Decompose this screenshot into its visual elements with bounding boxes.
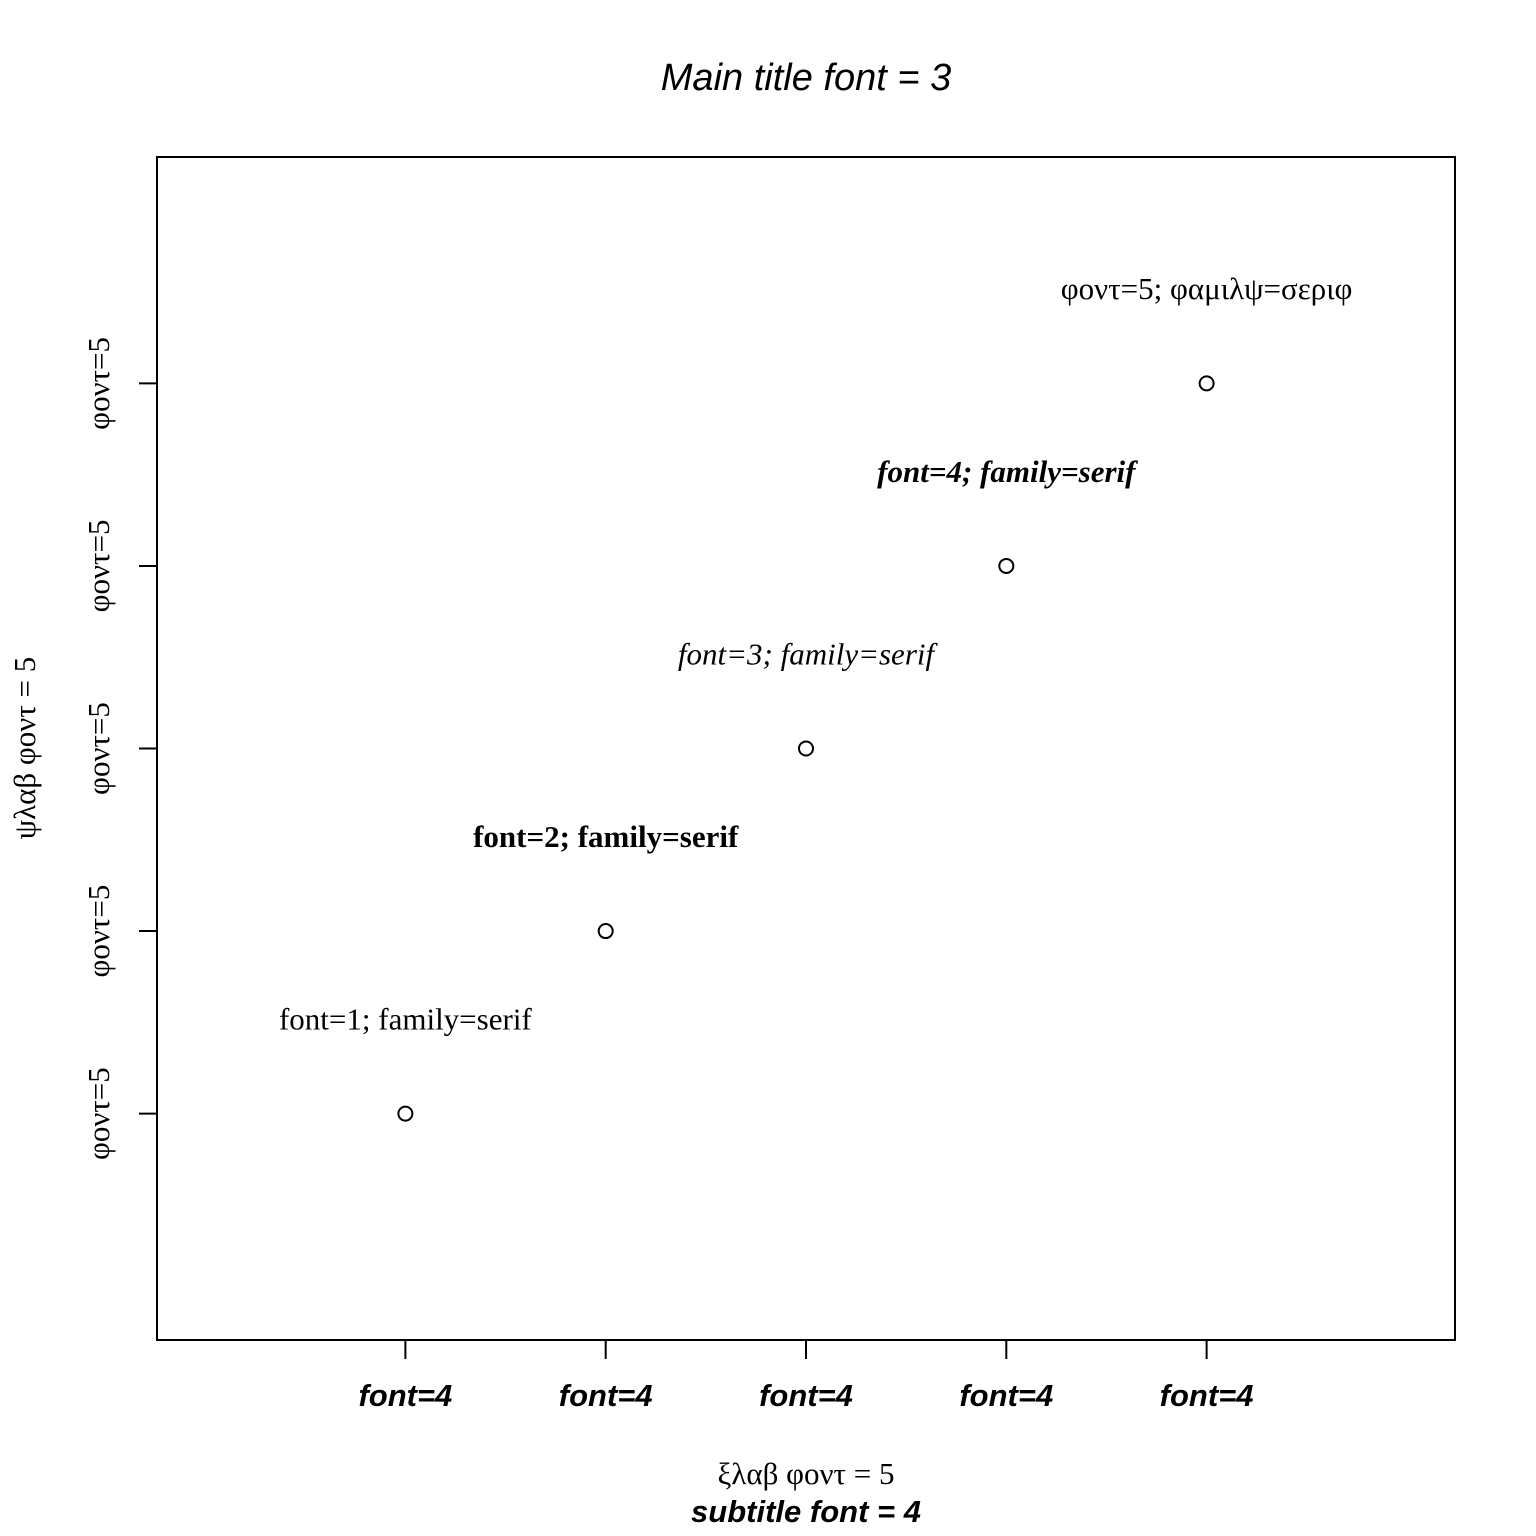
x-tick-label: font=4 — [759, 1378, 853, 1413]
chart-title: Main title font = 3 — [661, 57, 951, 99]
y-axis-label: ψλαβ φοντ = 5 — [7, 657, 42, 840]
y-axis: φοντ=5 φοντ=5 φοντ=5 φοντ=5 φοντ=5 — [81, 337, 157, 1160]
data-points — [397, 375, 1215, 1122]
point-annotation: φοντ=5; φαμιλψ=σεριφ — [1061, 271, 1353, 306]
x-tick-label: font=4 — [358, 1378, 452, 1413]
x-axis-label: ξλαβ φοντ = 5 — [718, 1456, 895, 1491]
point-annotation: font=3; family=serif — [678, 636, 939, 671]
data-point — [1198, 375, 1215, 392]
y-tick-label: φοντ=5 — [81, 1067, 116, 1160]
y-tick-label: φοντ=5 — [81, 337, 116, 430]
x-tick-label: font=4 — [959, 1378, 1053, 1413]
x-tick-label: font=4 — [559, 1378, 653, 1413]
data-point — [397, 1105, 414, 1122]
x-tick-label: font=4 — [1160, 1378, 1254, 1413]
x-axis: font=4 font=4 font=4 font=4 font=4 — [358, 1340, 1254, 1413]
y-tick-label: φοντ=5 — [81, 702, 116, 795]
point-annotation: font=4; family=serif — [877, 454, 1138, 489]
y-tick-label: φοντ=5 — [81, 520, 116, 613]
point-annotations: font=1; family=serif font=2; family=serif… — [279, 271, 1352, 1036]
point-annotation: font=2; family=serif — [473, 819, 739, 854]
y-tick-label: φοντ=5 — [81, 885, 116, 978]
data-point — [798, 740, 814, 757]
data-point — [597, 923, 614, 940]
point-annotation: font=1; family=serif — [279, 1001, 532, 1036]
chart-subtitle: subtitle font = 4 — [691, 1494, 921, 1529]
data-point — [998, 557, 1015, 574]
plot-area-frame — [156, 156, 1456, 1341]
